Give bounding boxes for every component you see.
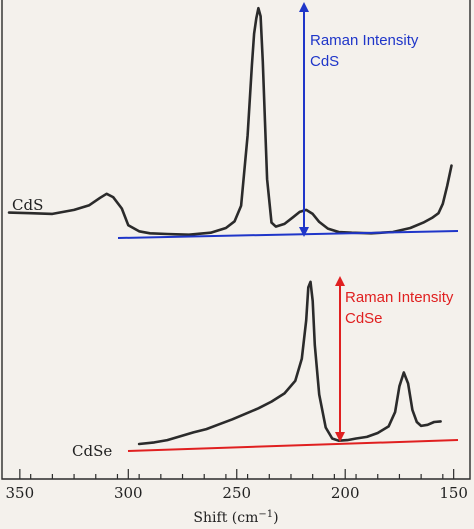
cdse-annotation-line1: Raman Intensity — [345, 289, 454, 306]
cdse-intensity-arrow — [335, 276, 345, 442]
x-tick-label: 150 — [439, 484, 468, 502]
cds-trace-label: CdS — [12, 196, 43, 214]
cdse-trace-label: CdSe — [72, 442, 112, 460]
x-tick-label: 350 — [6, 484, 35, 502]
cds-annotation-line2: CdS — [310, 53, 339, 70]
spectra-traces — [7, 6, 453, 446]
cds-intensity-arrow — [299, 2, 309, 237]
axis-frame — [1, 0, 471, 480]
x-tick-label: 300 — [114, 484, 143, 502]
x-tick-label: 250 — [222, 484, 251, 502]
trace-cdse — [137, 280, 442, 446]
x-axis-title: Shift (cm−1) — [193, 509, 278, 526]
cdse-annotation-line2: CdSe — [345, 310, 383, 327]
cds-annotation-line1: Raman Intensity — [310, 32, 419, 49]
cdse-baseline — [127, 439, 459, 452]
x-axis: 350 300 250 200 150 — [1, 0, 471, 502]
x-tick-label: 200 — [331, 484, 360, 502]
baseline-lines — [117, 230, 459, 452]
cds-baseline — [117, 230, 459, 239]
intensity-arrows — [299, 2, 345, 442]
